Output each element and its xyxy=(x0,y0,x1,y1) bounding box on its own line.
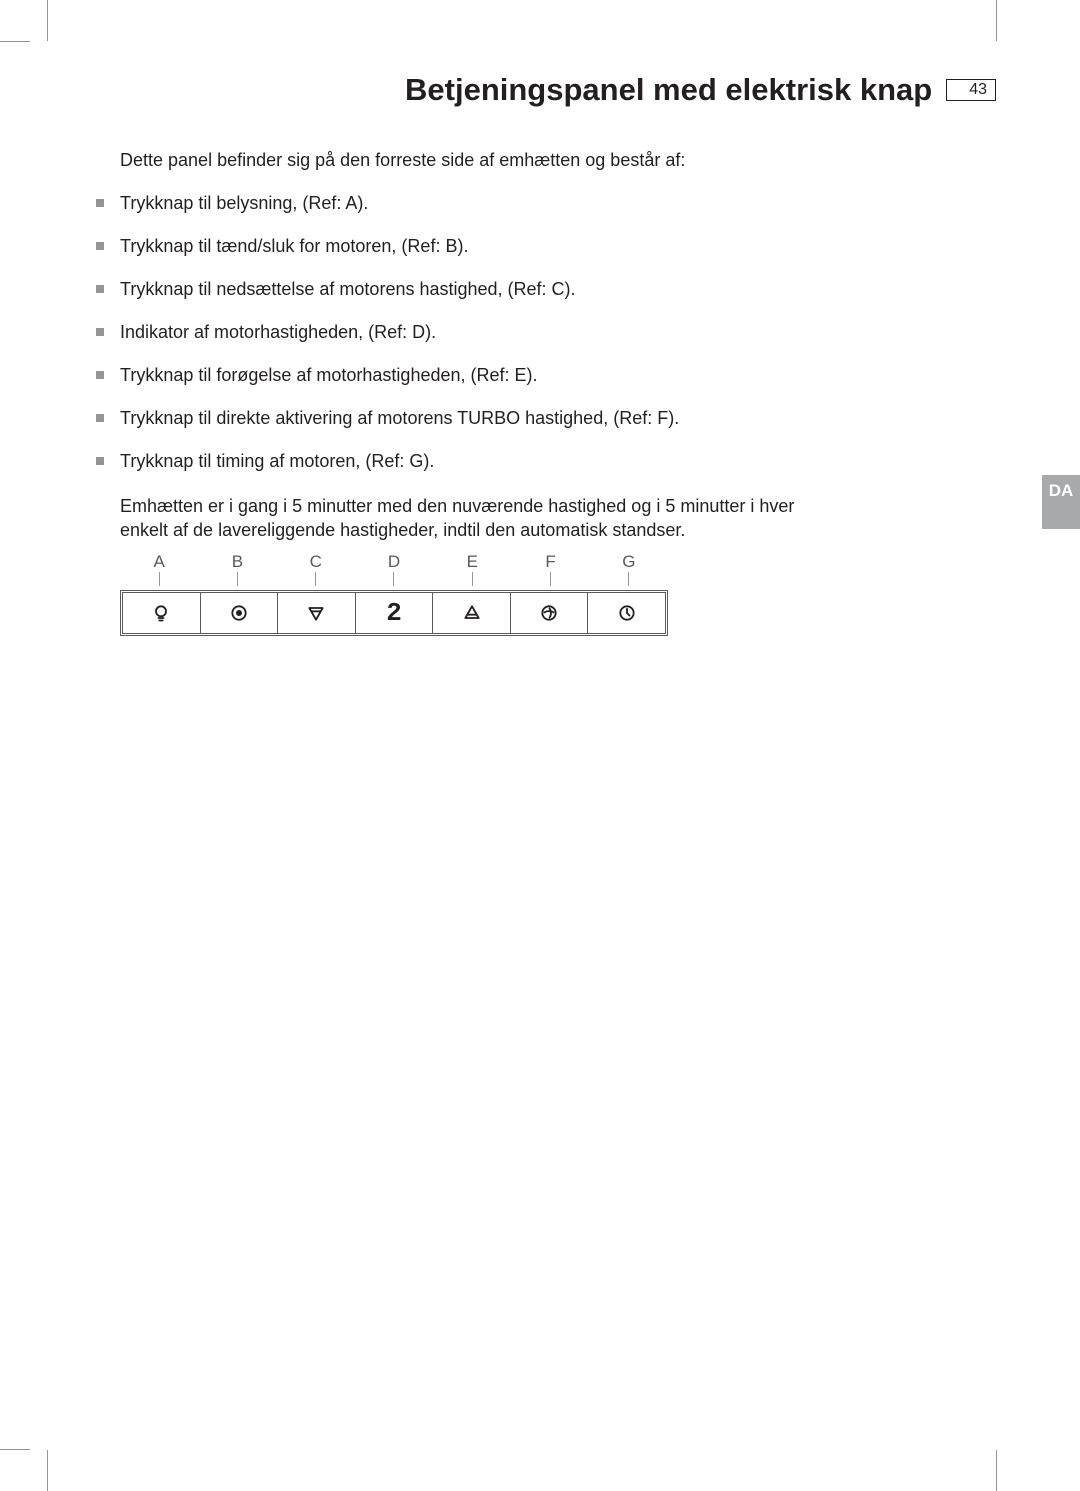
panel-label: G xyxy=(590,552,668,572)
control-panel-diagram: A B C D E F G 2 xyxy=(120,552,668,636)
crop-mark xyxy=(0,1449,30,1450)
panel-label: C xyxy=(277,552,355,572)
panel-label: E xyxy=(433,552,511,572)
panel-label: D xyxy=(355,552,433,572)
turbo-icon xyxy=(511,593,589,633)
list-item: Trykknap til timing af motoren, (Ref: G)… xyxy=(90,451,850,472)
list-item: Trykknap til direkte aktivering af motor… xyxy=(90,408,850,429)
page-number: 43 xyxy=(946,79,996,101)
crop-mark xyxy=(0,41,30,42)
panel-label: B xyxy=(198,552,276,572)
light-icon xyxy=(123,593,201,633)
language-tab: DA xyxy=(1042,475,1080,529)
timer-icon xyxy=(588,593,665,633)
panel-label: F xyxy=(511,552,589,572)
list-item: Indikator af motorhastigheden, (Ref: D). xyxy=(90,322,850,343)
up-icon xyxy=(433,593,511,633)
power-icon xyxy=(201,593,279,633)
crop-mark xyxy=(996,1450,997,1491)
crop-mark xyxy=(47,1450,48,1491)
panel-label: A xyxy=(120,552,198,572)
down-icon xyxy=(278,593,356,633)
crop-mark xyxy=(996,0,997,41)
intro-text: Dette panel befinder sig på den forreste… xyxy=(120,150,850,171)
explain-text: Emhætten er i gang i 5 minutter med den … xyxy=(120,494,840,543)
list-item: Trykknap til belysning, (Ref: A). xyxy=(90,193,850,214)
crop-mark xyxy=(47,0,48,41)
page-title: Betjeningspanel med elektrisk knap xyxy=(405,72,932,108)
speed-display: 2 xyxy=(356,593,434,633)
list-item: Trykknap til forøgelse af motorhastighed… xyxy=(90,365,850,386)
list-item: Trykknap til nedsættelse af motorens has… xyxy=(90,279,850,300)
list-item: Trykknap til tænd/sluk for motoren, (Ref… xyxy=(90,236,850,257)
bullet-list: Trykknap til belysning, (Ref: A). Trykkn… xyxy=(90,193,850,472)
